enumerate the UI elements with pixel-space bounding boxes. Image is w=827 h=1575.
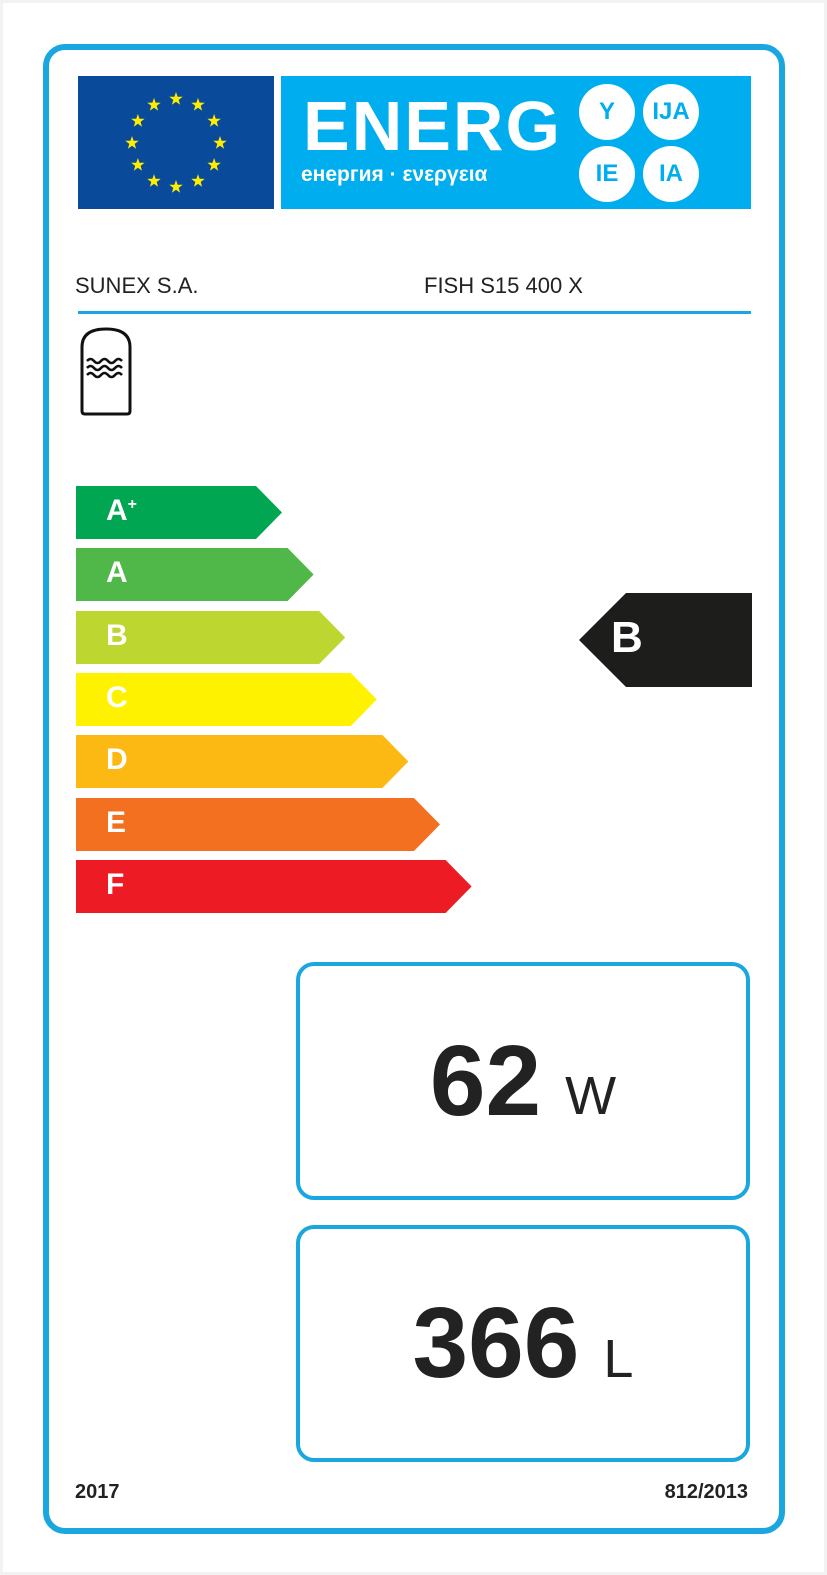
class-letter: D [106,743,128,777]
model-identifier: FISH S15 400 X [424,273,583,298]
suffix-ia: IA [643,146,699,202]
efficiency-class-bar: F [76,859,472,913]
eu-star [147,97,161,111]
eu-star [125,136,139,149]
eu-star [131,158,145,171]
volume-unit: L [603,1328,634,1389]
label-frame [43,44,785,1534]
supplier-name: SUNEX S.A. [75,273,199,298]
rating-class: B [611,613,643,662]
eu-star [191,97,205,111]
eu-star [131,114,145,127]
class-letter: F [106,867,125,901]
class-letter: A [106,556,128,590]
eu-star [207,158,221,171]
efficiency-class-bar: A [76,548,314,602]
eu-flag [78,76,274,209]
class-letter: B [106,618,128,652]
volume-box: 366 L [296,1225,750,1462]
label-year: 2017 [75,1481,120,1503]
efficiency-class-bar: C [76,672,377,726]
class-superscript: + [127,496,138,513]
standing-loss-box: 62 W [296,962,750,1200]
volume-value: 366 [412,1287,580,1399]
efficiency-class-bar: A+ [76,486,282,539]
class-letter: A [106,494,128,527]
banner-subtitle: енергия · ενεργεια [301,163,488,186]
efficiency-class-bar: B [76,610,346,664]
divider [78,311,751,314]
regulation-number: 812/2013 [664,1481,748,1503]
banner-title: ENERG [303,87,562,165]
standing-loss-value: 62 [429,1024,542,1137]
standing-loss-unit: W [565,1066,617,1126]
efficiency-class-label: E [106,806,126,840]
efficiency-class-label: F [106,868,124,902]
efficiency-class-label: B [106,619,128,653]
efficiency-class-label: D [106,743,128,777]
class-letter: C [106,680,128,714]
efficiency-class-label: C [106,681,128,715]
energy-label: ENERG енергия · ενεργεια Y IJA IE IA SUN… [3,3,824,1572]
eu-star [169,180,183,193]
eu-star [213,136,227,149]
efficiency-class-label: A [106,556,128,590]
efficiency-class-label: A+ [106,494,137,528]
energy-banner: ENERG енергия · ενεργεια Y IJA IE IA [281,76,751,209]
eu-star [147,174,161,187]
efficiency-class-bar: E [76,797,440,851]
efficiency-class-bar: D [76,735,409,789]
suffix-y: Y [579,84,635,140]
hot-water-storage-tank-icon [80,327,132,416]
rating-arrow [579,593,752,687]
rating-indicator: B [579,593,752,687]
suffix-ie: IE [579,146,635,202]
eu-star [169,92,183,105]
eu-stars-icon [125,92,227,193]
eu-star [207,114,221,127]
suffix-ija: IJA [643,84,699,140]
eu-star [191,174,205,187]
class-letter: E [106,805,127,839]
